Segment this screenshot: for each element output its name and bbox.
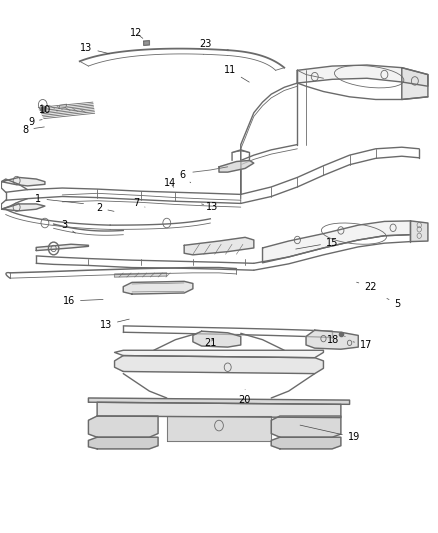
- Text: 2: 2: [96, 203, 114, 213]
- Polygon shape: [144, 41, 149, 45]
- Polygon shape: [115, 356, 323, 374]
- Polygon shape: [193, 331, 241, 347]
- Polygon shape: [410, 221, 428, 241]
- Polygon shape: [115, 273, 167, 277]
- Polygon shape: [219, 160, 254, 172]
- Polygon shape: [262, 221, 410, 263]
- Text: 8: 8: [22, 125, 44, 135]
- Polygon shape: [88, 398, 350, 405]
- Text: 3: 3: [61, 220, 75, 233]
- Polygon shape: [402, 68, 428, 100]
- Polygon shape: [167, 416, 271, 441]
- Polygon shape: [297, 65, 428, 86]
- Polygon shape: [184, 237, 254, 255]
- Text: 13: 13: [80, 43, 110, 54]
- Polygon shape: [306, 330, 358, 349]
- Text: 12: 12: [130, 28, 143, 38]
- Polygon shape: [1, 204, 45, 211]
- Text: 18: 18: [327, 335, 345, 345]
- Text: 13: 13: [201, 202, 219, 212]
- Text: 17: 17: [353, 340, 372, 350]
- Text: 11: 11: [224, 66, 249, 82]
- Text: 16: 16: [63, 296, 103, 306]
- Text: 14: 14: [164, 177, 177, 188]
- Text: 10: 10: [39, 105, 57, 115]
- Text: 6: 6: [179, 171, 191, 183]
- Text: 15: 15: [296, 238, 338, 249]
- Text: 1: 1: [35, 193, 84, 204]
- Polygon shape: [271, 437, 341, 449]
- Polygon shape: [59, 104, 67, 109]
- Polygon shape: [88, 416, 158, 437]
- Polygon shape: [97, 402, 341, 418]
- Polygon shape: [115, 350, 323, 358]
- Polygon shape: [36, 244, 88, 251]
- Polygon shape: [123, 281, 193, 294]
- Polygon shape: [88, 437, 158, 449]
- Text: 23: 23: [199, 39, 211, 54]
- Text: 13: 13: [100, 319, 129, 330]
- Polygon shape: [1, 177, 45, 186]
- Text: 5: 5: [387, 298, 401, 309]
- Text: 22: 22: [357, 281, 377, 292]
- Text: 7: 7: [133, 198, 145, 208]
- Text: 20: 20: [238, 390, 251, 405]
- Text: 9: 9: [28, 117, 42, 127]
- Polygon shape: [271, 416, 341, 437]
- Text: 21: 21: [204, 338, 216, 349]
- Text: 19: 19: [300, 425, 360, 442]
